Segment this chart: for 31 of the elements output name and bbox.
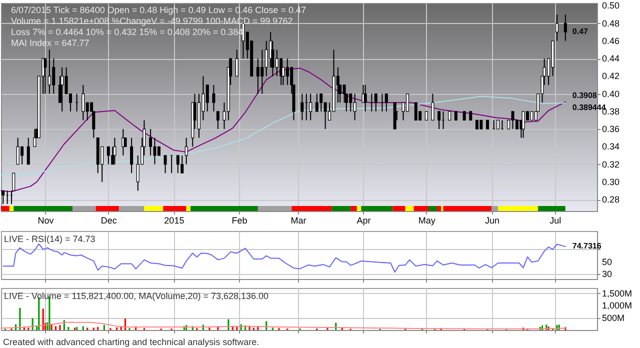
y-tick-label: 0.44 xyxy=(602,54,620,64)
text: Created with advanced charting and technical analysis software. xyxy=(3,337,260,347)
y-tick-label: 50 xyxy=(602,256,612,267)
chart-title: LIVE - RSI(14) = 74.73 xyxy=(4,234,96,244)
x-tick-label: Jun xyxy=(484,216,500,226)
y-tick-label: 0.34 xyxy=(602,142,620,152)
x-tick-label: May xyxy=(418,216,436,226)
x-tick-label: Mar xyxy=(290,216,306,226)
y-tick-label: 0.50 xyxy=(602,0,620,11)
y-tick-label: 0.36 xyxy=(602,124,620,134)
x-tick-label: Jul xyxy=(550,216,562,226)
y-tick-label: 1,000M xyxy=(602,300,632,311)
y-tick-label: 1,500M xyxy=(602,288,632,298)
annotation: 74.7316 xyxy=(572,242,602,251)
y-tick-label: 500M xyxy=(602,312,625,323)
annotation: 0.47 xyxy=(572,27,589,36)
y-tick-label: 0.42 xyxy=(602,71,620,82)
x-tick-label: Dec xyxy=(100,216,118,226)
y-tick-label: 0.46 xyxy=(602,36,620,46)
y-tick-label: 30 xyxy=(602,269,612,280)
y-tick-label: 0.28 xyxy=(602,194,620,205)
y-tick-label: 0.32 xyxy=(602,159,620,170)
annotation: 0.3908 xyxy=(572,90,598,100)
x-tick-label: 2015 xyxy=(164,216,184,226)
y-tick-label: 0.48 xyxy=(602,18,620,28)
y-tick-label: 0.40 xyxy=(602,88,620,99)
x-tick-label: Apr xyxy=(356,216,371,226)
y-tick-label: 0.30 xyxy=(602,176,620,187)
chart-title: LIVE - Volume = 115,821,400.00, MA(Volume,20) = 73,628,136.00 xyxy=(4,291,269,301)
x-tick-label: Nov xyxy=(38,216,54,226)
x-tick-label: Feb xyxy=(232,216,248,226)
